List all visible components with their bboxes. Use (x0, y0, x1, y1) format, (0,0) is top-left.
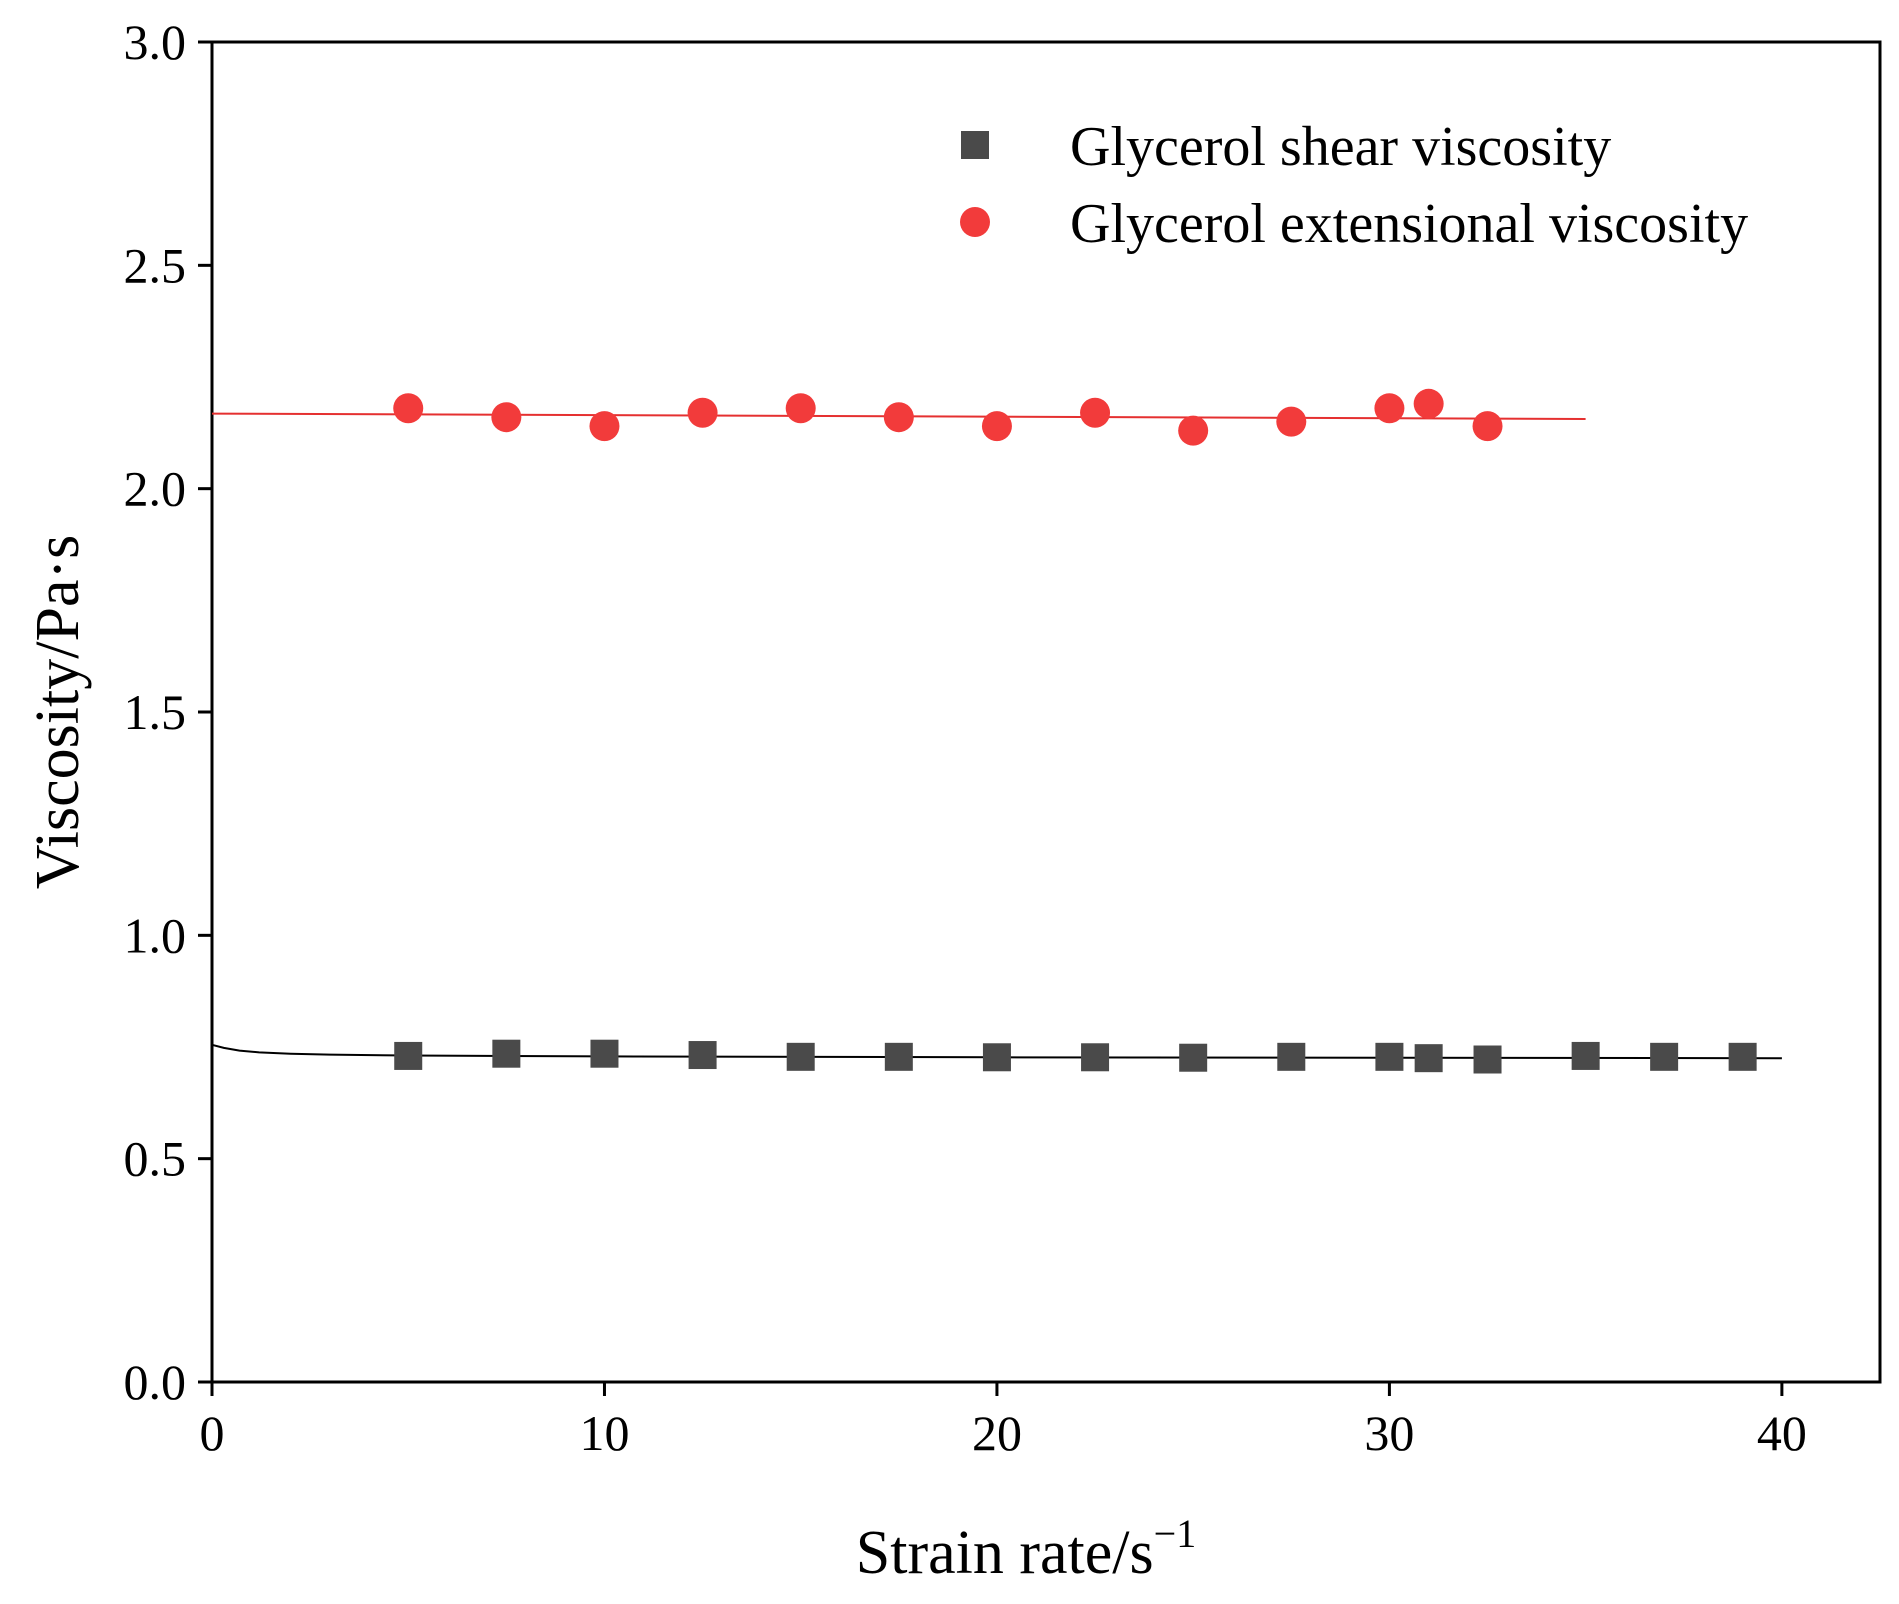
extensional-point (1080, 397, 1111, 428)
extensional-point (491, 402, 522, 433)
shear-point (1571, 1041, 1600, 1070)
extensional-point (589, 411, 620, 442)
extensional-point (393, 393, 424, 424)
shear-point (786, 1042, 815, 1071)
extensional-point (785, 393, 816, 424)
shear-point (1728, 1042, 1757, 1071)
fit-lines (211, 412, 1782, 1060)
x-tick-label: 0 (200, 1405, 225, 1461)
x-tick-label: 30 (1364, 1405, 1414, 1461)
y-tick-label: 1.0 (124, 907, 187, 963)
y-axis-title: Viscosity/Pa·s (24, 535, 92, 890)
x-tick-label: 10 (579, 1405, 629, 1461)
shear-point (1650, 1042, 1679, 1071)
shear-point (394, 1041, 423, 1070)
x-tick-label: 20 (972, 1405, 1022, 1461)
legend-item: Glycerol shear viscosity (961, 116, 1611, 178)
y-tick-label: 3.0 (124, 14, 187, 70)
shear-point (1375, 1042, 1404, 1071)
extensional-point (1374, 393, 1405, 424)
y-tick-label: 1.5 (124, 684, 187, 740)
extensional-point (883, 402, 914, 433)
shear-point (1179, 1043, 1208, 1072)
shear-point (1473, 1045, 1502, 1074)
shear-point (492, 1039, 521, 1068)
shear-point (1414, 1044, 1443, 1073)
y-tick-label: 2.0 (124, 461, 187, 517)
legend-square-icon (961, 131, 989, 159)
axes: 0 10 20 30 40 0.0 0.5 1.0 1.5 2.0 2.5 3.0 (124, 14, 1807, 1461)
extensional-point (687, 397, 718, 428)
shear-point (884, 1042, 913, 1071)
x-axis-title-text: Strain rate/s (856, 1519, 1154, 1587)
extensional-point (1413, 388, 1444, 419)
shear-point (1081, 1043, 1110, 1072)
data-points (393, 388, 1757, 1074)
y-tick-label: 0.5 (124, 1131, 187, 1187)
y-tick-label: 2.5 (124, 237, 187, 293)
shear-point (590, 1039, 619, 1068)
legend-label: Glycerol shear viscosity (1070, 116, 1611, 178)
extensional-point (1276, 406, 1307, 437)
fit-line (211, 1043, 1782, 1060)
x-axis-title: Strain rate/s−1 (856, 1511, 1196, 1587)
y-tick-label: 0.0 (124, 1354, 187, 1410)
extensional-point (1472, 411, 1503, 442)
x-tick-label: 40 (1757, 1405, 1807, 1461)
legend-circle-icon (960, 207, 990, 237)
shear-point (982, 1043, 1011, 1072)
legend: Glycerol shear viscosity Glycerol extensi… (960, 116, 1748, 255)
legend-label: Glycerol extensional viscosity (1070, 193, 1748, 255)
extensional-point (1178, 415, 1209, 446)
shear-point (688, 1041, 717, 1070)
shear-point (1277, 1042, 1306, 1071)
extensional-point (981, 411, 1012, 442)
x-axis-title-superscript: −1 (1154, 1511, 1197, 1556)
legend-item: Glycerol extensional viscosity (960, 193, 1748, 255)
